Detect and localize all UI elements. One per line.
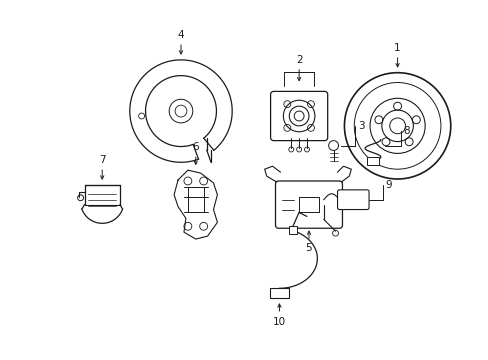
Bar — [366, 157, 378, 165]
FancyBboxPatch shape — [275, 181, 342, 228]
Bar — [288, 226, 297, 234]
Text: 4: 4 — [177, 30, 184, 40]
Text: 6: 6 — [192, 143, 199, 152]
Text: 3: 3 — [358, 121, 364, 131]
Bar — [269, 288, 289, 298]
FancyBboxPatch shape — [337, 190, 368, 210]
Text: 9: 9 — [385, 180, 391, 190]
Text: 7: 7 — [99, 155, 105, 165]
FancyBboxPatch shape — [270, 91, 327, 141]
Text: 8: 8 — [403, 126, 409, 136]
Text: 10: 10 — [272, 317, 285, 327]
Text: 1: 1 — [393, 43, 400, 53]
Text: 5: 5 — [305, 243, 312, 253]
Bar — [299, 197, 318, 212]
Text: 2: 2 — [295, 55, 302, 65]
